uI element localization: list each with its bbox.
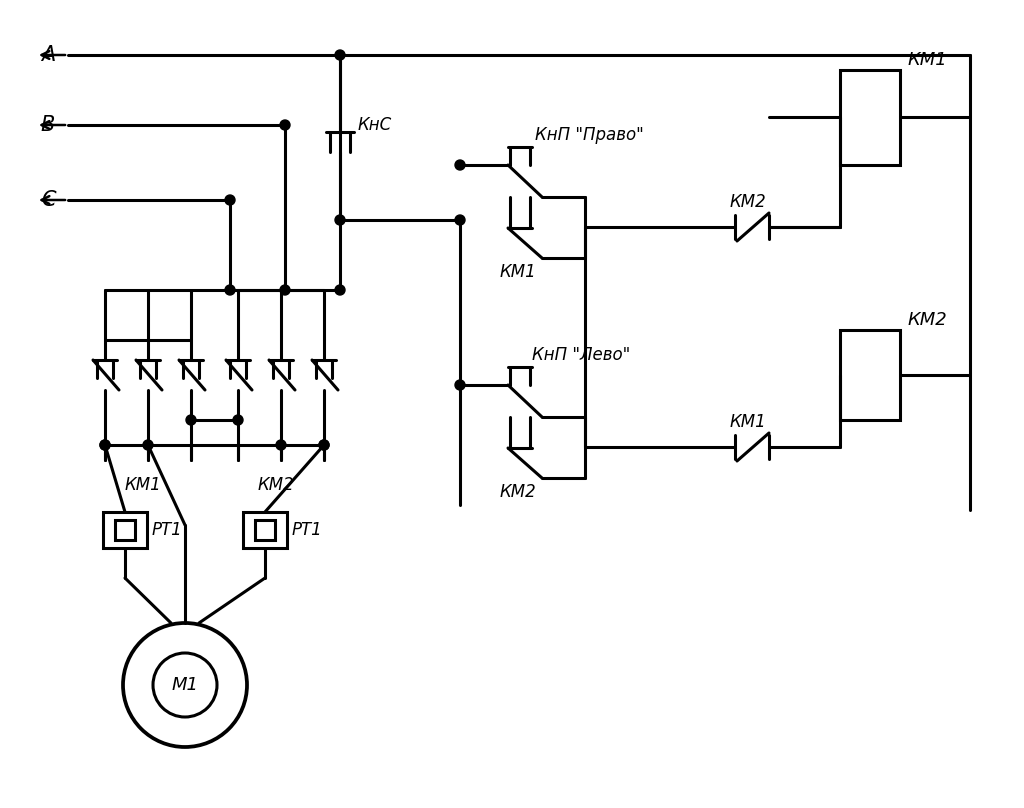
Circle shape bbox=[280, 120, 290, 130]
Circle shape bbox=[143, 440, 153, 450]
Circle shape bbox=[455, 380, 465, 390]
Text: КМ1: КМ1 bbox=[125, 476, 162, 494]
Bar bbox=[840, 70, 900, 165]
Circle shape bbox=[225, 195, 234, 205]
Text: КМ1: КМ1 bbox=[908, 51, 948, 69]
Circle shape bbox=[335, 285, 345, 295]
Bar bbox=[243, 512, 287, 548]
Bar bbox=[115, 520, 135, 540]
Text: B: B bbox=[41, 115, 55, 135]
Text: КМ2: КМ2 bbox=[500, 483, 537, 501]
Text: РТ1: РТ1 bbox=[152, 521, 182, 539]
Circle shape bbox=[335, 215, 345, 225]
Text: КМ2: КМ2 bbox=[908, 311, 948, 329]
Text: КМ1: КМ1 bbox=[730, 413, 767, 431]
Circle shape bbox=[335, 50, 345, 60]
Circle shape bbox=[455, 160, 465, 170]
Text: КМ1: КМ1 bbox=[500, 263, 537, 281]
Circle shape bbox=[100, 440, 110, 450]
Bar bbox=[103, 512, 147, 548]
Text: КМ2: КМ2 bbox=[258, 476, 294, 494]
Text: КнП "Лево": КнП "Лево" bbox=[532, 346, 630, 364]
Bar bbox=[840, 330, 900, 420]
Bar bbox=[255, 520, 275, 540]
Text: A: A bbox=[41, 45, 55, 65]
Circle shape bbox=[233, 415, 243, 425]
Circle shape bbox=[100, 440, 110, 450]
Text: КнП "Право": КнП "Право" bbox=[535, 126, 644, 144]
Circle shape bbox=[186, 415, 196, 425]
Text: КМ2: КМ2 bbox=[730, 193, 767, 211]
Circle shape bbox=[319, 440, 329, 450]
Text: М1: М1 bbox=[171, 676, 199, 694]
Text: РТ1: РТ1 bbox=[292, 521, 323, 539]
Circle shape bbox=[276, 440, 286, 450]
Circle shape bbox=[280, 285, 290, 295]
Text: C: C bbox=[41, 190, 55, 210]
Circle shape bbox=[455, 215, 465, 225]
Circle shape bbox=[319, 440, 329, 450]
Text: КнС: КнС bbox=[358, 116, 392, 134]
Circle shape bbox=[225, 285, 234, 295]
